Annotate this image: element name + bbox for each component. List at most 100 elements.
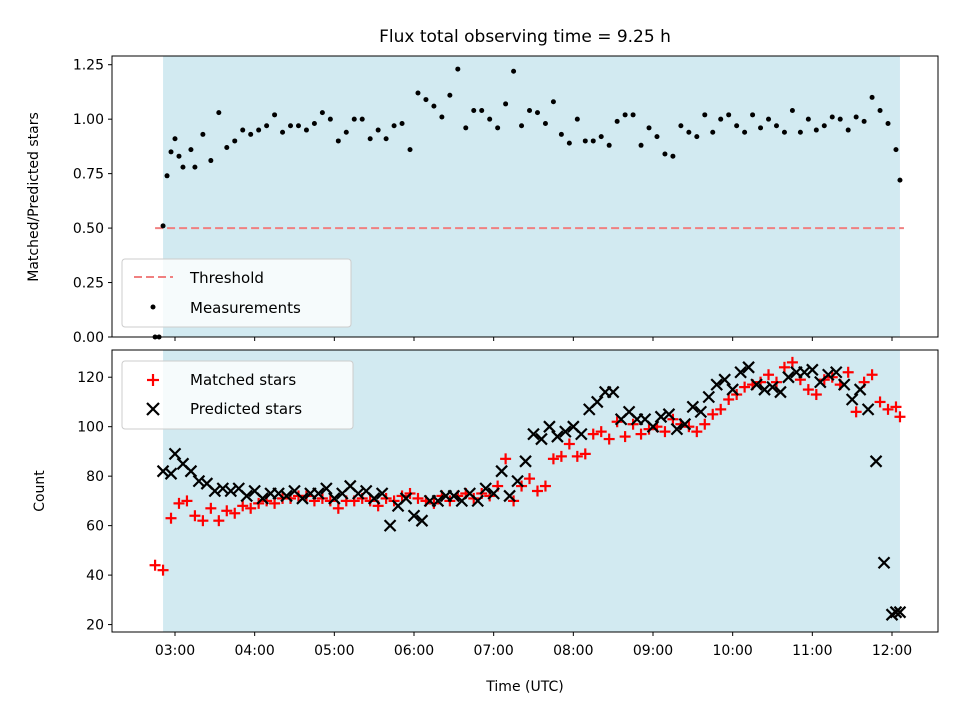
predicted-star-point: [407, 509, 421, 523]
top-y-axis-label: Matched/Predicted stars: [26, 112, 42, 282]
predicted-star-point: [654, 410, 668, 424]
matched-star-point: [579, 448, 591, 460]
y-tick-label: 100: [77, 420, 104, 436]
y-tick-label: 80: [86, 469, 104, 485]
measurement-point: [877, 107, 883, 113]
measurement-point: [853, 114, 859, 120]
predicted-star-point: [367, 492, 381, 505]
predicted-star-point: [415, 514, 429, 527]
predicted-star-point: [694, 405, 708, 419]
predicted-star-point: [256, 492, 269, 505]
measurement-point: [781, 129, 787, 135]
predicted-star-point: [447, 489, 461, 503]
predicted-star-point: [224, 484, 238, 498]
measurement-point: [527, 107, 533, 113]
predicted-star-point: [383, 519, 397, 532]
matched-star-point: [890, 401, 902, 413]
measurement-point: [726, 112, 732, 118]
matched-star-point: [571, 450, 583, 462]
predicted-star-point: [869, 455, 883, 468]
measurement-point: [598, 134, 604, 140]
measurement-point: [893, 147, 899, 153]
measurement-point: [415, 90, 421, 96]
measurement-point: [542, 121, 548, 127]
matched-star-point: [237, 500, 249, 512]
measurement-point: [407, 147, 413, 153]
measurement-point: [837, 116, 843, 122]
measurement-point: [439, 114, 445, 120]
measurement-point: [335, 138, 341, 144]
matched-star-point: [619, 431, 631, 443]
predicted-star-point: [351, 487, 365, 500]
predicted-star-point: [774, 385, 787, 399]
matched-star-point: [699, 418, 711, 430]
matched-star-point: [197, 515, 209, 527]
y-tick-label: 0.00: [73, 330, 104, 346]
measurement-point: [606, 142, 612, 148]
measurement-point: [734, 123, 740, 129]
matched-star-point: [221, 505, 233, 517]
measurement-point: [303, 127, 309, 133]
x-tick-label: 08:00: [553, 643, 593, 659]
measurement-point: [861, 118, 867, 124]
measurement-point: [200, 131, 206, 137]
predicted-star-point: [312, 487, 325, 500]
measurement-point: [319, 110, 325, 116]
predicted-stars-points: [156, 361, 907, 621]
predicted-star-point: [829, 365, 843, 379]
matched-star-point: [213, 515, 225, 527]
matched-star-point: [874, 396, 886, 408]
predicted-star-point: [742, 361, 755, 374]
top-plot-frame: [111, 55, 939, 338]
matched-star-point: [882, 403, 894, 415]
predicted-star-point: [192, 474, 206, 488]
measurement-point: [168, 149, 174, 155]
x-tick-label: 11:00: [792, 643, 832, 659]
predicted-star-point: [726, 383, 739, 396]
bottom-legend: Matched stars Predicted stars: [121, 360, 354, 430]
matched-star-point: [563, 438, 575, 450]
y-tick-label: 60: [86, 519, 104, 535]
measurement-point: [495, 125, 501, 131]
measurement-point: [550, 99, 556, 105]
matched-star-point: [157, 564, 169, 576]
measurement-point: [280, 129, 286, 135]
top-y-axis: 0.00 0.25 0.50 0.75 1.00 1.25: [73, 58, 112, 346]
legend-measurements-swatch: [150, 304, 156, 310]
measurement-point: [750, 112, 756, 118]
measurement-point: [180, 164, 186, 170]
predicted-star-point: [718, 373, 731, 386]
predicted-star-point: [734, 365, 747, 379]
measurement-point: [359, 116, 365, 122]
matched-star-point: [659, 426, 671, 438]
measurement-point: [630, 112, 636, 118]
chart-title: Flux total observing time = 9.25 h: [379, 27, 671, 47]
predicted-star-point: [710, 378, 724, 391]
matched-star-point: [412, 492, 424, 504]
predicted-star-point: [164, 467, 178, 480]
measurement-point: [399, 121, 405, 127]
predicted-star-point: [702, 390, 716, 404]
predicted-star-point: [551, 430, 564, 443]
measurement-point: [447, 92, 453, 98]
measurement-point: [558, 131, 564, 137]
predicted-star-point: [646, 420, 660, 433]
measurement-point: [503, 101, 509, 107]
matched-star-point: [603, 433, 615, 445]
top-panel: 0.00 0.25 0.50 0.75 1.00 1.25 Matched/Predict…: [26, 55, 939, 346]
predicted-star-point: [766, 380, 779, 394]
measurement-point: [718, 116, 724, 122]
predicted-star-point: [399, 492, 413, 505]
predicted-star-point: [471, 494, 485, 508]
predicted-star-point: [606, 385, 620, 399]
matched-star-point: [531, 485, 543, 497]
predicted-star-point: [543, 420, 556, 433]
predicted-star-point: [272, 487, 285, 500]
bottom-plot-frame: [111, 349, 939, 633]
predicted-star-point: [662, 408, 676, 421]
measurement-point: [383, 136, 389, 142]
matched-star-point: [802, 384, 814, 396]
measurement-point: [367, 136, 373, 142]
predicted-star-point: [479, 482, 492, 495]
bottom-y-axis-label: Count: [32, 470, 48, 512]
